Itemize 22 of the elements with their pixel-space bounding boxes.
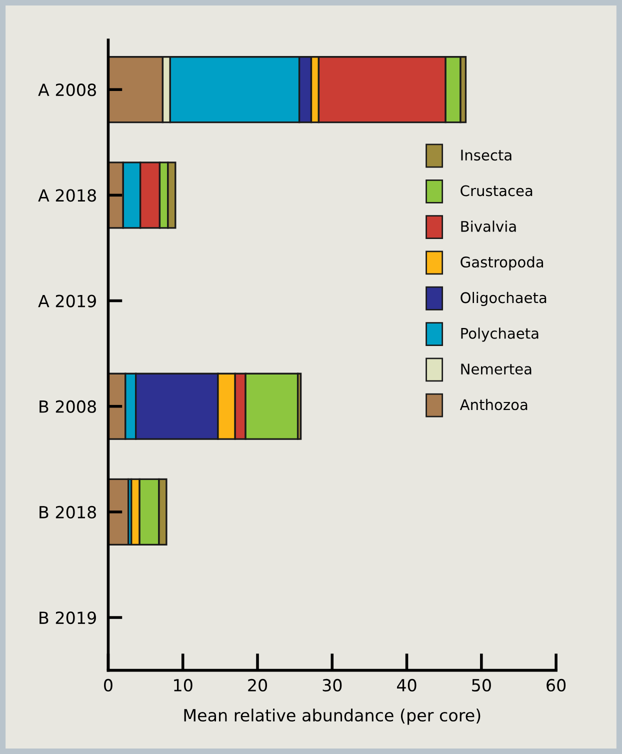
x-tick-label: 50 — [472, 678, 491, 692]
y-tick-label: B 2018 — [40, 506, 96, 518]
y-tick-label: A 2018 — [38, 189, 96, 202]
legend-label: Gastropoda — [460, 256, 544, 270]
x-tick-label: 20 — [248, 678, 268, 692]
x-axis-title: Mean relative abundance (per core) — [184, 708, 480, 725]
x-tick-label: 60 — [546, 678, 566, 692]
y-tick-label: A 2008 — [38, 84, 96, 96]
legend-label: Oligochaeta — [460, 292, 546, 306]
y-tick-label: B 2019 — [40, 611, 96, 624]
y-tick-label: B 2008 — [40, 400, 96, 413]
x-tick-label: 40 — [397, 678, 416, 692]
legend-label: Nemertea — [461, 364, 532, 375]
x-tick-label: 0 — [104, 678, 112, 692]
legend-label: Anthozoa — [460, 398, 528, 410]
x-tick-label: 30 — [322, 678, 342, 692]
legend-label: Polychaeta — [461, 328, 538, 342]
legend-label: Insecta — [461, 150, 512, 161]
x-tick-label: 10 — [174, 678, 192, 692]
y-tick-label: A 2019 — [38, 294, 96, 308]
legend-label: Bivalvia — [461, 220, 516, 232]
legend-label: Crustacea — [460, 185, 532, 196]
